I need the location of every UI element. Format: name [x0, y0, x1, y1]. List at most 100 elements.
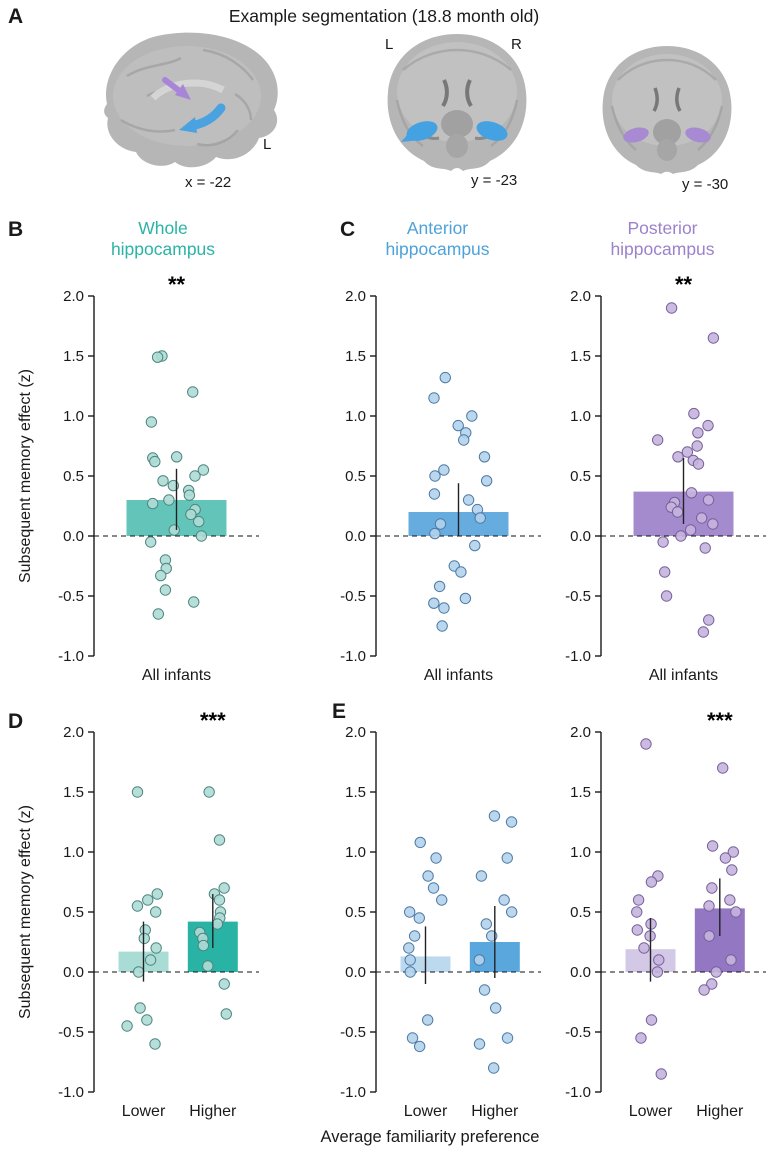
chart-svg-posterior-by-preference: 2.0 1.5 1.0 0.5 0.0 -0.5 -1.0 Lower *** Higher — [565, 708, 766, 1120]
svg-text:2.0: 2.0 — [63, 724, 84, 741]
svg-text:***: *** — [707, 708, 733, 733]
chart-svg-anterior-by-preference: 2.0 1.5 1.0 0.5 0.0 -0.5 -1.0 Lower Higher — [340, 724, 541, 1120]
gyri-texture — [395, 48, 519, 148]
x-axis-label: Average familiarity preference — [320, 1128, 540, 1146]
chart-svg-posterior-all-infants: 2.0 1.5 1.0 0.5 0.0 -0.5 -1.0 ** All infants — [565, 272, 766, 684]
hemisphere-label-l: L — [263, 136, 272, 153]
svg-text:Lower: Lower — [122, 1103, 166, 1120]
svg-text:-1.0: -1.0 — [565, 1084, 591, 1101]
svg-text:-1.0: -1.0 — [58, 1084, 84, 1101]
svg-text:1.5: 1.5 — [63, 348, 84, 365]
svg-text:0.0: 0.0 — [570, 964, 591, 981]
svg-text:0.5: 0.5 — [345, 468, 366, 485]
svg-text:1.5: 1.5 — [570, 784, 591, 801]
svg-text:-0.5: -0.5 — [58, 1024, 84, 1041]
posterior-hippocampus-left-highlight — [623, 127, 649, 143]
chart-title-whole-hippocampus: Whole hippocampus — [110, 218, 216, 260]
svg-text:1.5: 1.5 — [345, 348, 366, 365]
svg-text:All infants: All infants — [649, 667, 718, 684]
svg-text:2.0: 2.0 — [63, 288, 84, 305]
coronal-posterior-brain-svg — [602, 46, 732, 174]
svg-text:-0.5: -0.5 — [340, 588, 366, 605]
white-matter — [612, 54, 722, 146]
gyri-texture — [610, 58, 724, 151]
coronal-anterior-brain-svg — [387, 34, 527, 171]
anterior-hippocampus-right-highlight — [476, 121, 508, 141]
chart-svg-anterior-all-infants: 2.0 1.5 1.0 0.5 0.0 -0.5 -1.0 All infants — [340, 288, 541, 684]
coronal-anterior-brain-image: L R y = -23 — [375, 28, 545, 200]
svg-text:0.0: 0.0 — [63, 964, 84, 981]
sagittal-brain-image: L x = -22 — [85, 24, 290, 202]
slice-coordinate-y2: y = -30 — [682, 176, 729, 193]
svg-text:1.0: 1.0 — [570, 844, 591, 861]
chart-svg-whole-by-preference: 2.0 1.5 1.0 0.5 0.0 -0.5 -1.0 Lower *** Higher — [58, 708, 259, 1120]
svg-text:0.0: 0.0 — [570, 528, 591, 545]
svg-text:-0.5: -0.5 — [565, 588, 591, 605]
svg-text:2.0: 2.0 — [345, 288, 366, 305]
svg-text:-0.5: -0.5 — [340, 1024, 366, 1041]
sagittal-brain-svg — [104, 32, 278, 168]
svg-text:**: ** — [168, 272, 186, 297]
y-axis-label-bottom: Subsequent memory effect (z) — [17, 804, 34, 1020]
svg-text:Lower: Lower — [629, 1103, 673, 1120]
svg-text:0.0: 0.0 — [345, 964, 366, 981]
svg-text:2.0: 2.0 — [345, 724, 366, 741]
svg-text:-0.5: -0.5 — [58, 588, 84, 605]
svg-text:1.0: 1.0 — [570, 408, 591, 425]
svg-text:1.0: 1.0 — [345, 844, 366, 861]
orientation-label-l: L — [385, 36, 394, 53]
svg-text:0.5: 0.5 — [570, 904, 591, 921]
chart-canvas-posterior: 2.0 1.5 1.0 0.5 0.0 -0.5 -1.0 ** All infants — [555, 270, 768, 699]
chart-canvas-anterior: 2.0 1.5 1.0 0.5 0.0 -0.5 -1.0 All infants — [330, 270, 545, 699]
ventricles — [441, 79, 473, 108]
svg-text:-1.0: -1.0 — [58, 648, 84, 665]
chart-canvas-whole-pref: 2.0 1.5 1.0 0.5 0.0 -0.5 -1.0 Lower *** Higher — [48, 706, 278, 1135]
svg-text:All infants: All infants — [424, 667, 493, 684]
svg-text:1.0: 1.0 — [63, 408, 84, 425]
chart-whole-hippocampus: Whole hippocampus 2.0 1.5 1.0 0.5 0.0 -0.5 -1.… — [48, 218, 278, 699]
svg-text:1.0: 1.0 — [63, 844, 84, 861]
panel-label-d: D — [8, 710, 24, 733]
svg-text:2.0: 2.0 — [570, 724, 591, 741]
panel-label-a: A — [8, 5, 24, 28]
svg-text:2.0: 2.0 — [570, 288, 591, 305]
chart-canvas-posterior-pref: 2.0 1.5 1.0 0.5 0.0 -0.5 -1.0 Lower *** Higher — [555, 706, 768, 1135]
corpus-callosum — [150, 79, 225, 101]
svg-text:1.0: 1.0 — [345, 408, 366, 425]
chart-whole-by-preference: 2.0 1.5 1.0 0.5 0.0 -0.5 -1.0 Lower *** Higher — [48, 706, 278, 1135]
svg-text:Higher: Higher — [471, 1103, 519, 1120]
svg-text:-0.5: -0.5 — [565, 1024, 591, 1041]
panel-label-b: B — [8, 218, 24, 241]
anterior-hippocampus-arrowhead — [179, 117, 197, 133]
chart-anterior-by-preference: 2.0 1.5 1.0 0.5 0.0 -0.5 -1.0 Lower Higher — [330, 706, 545, 1135]
brainstem — [446, 134, 468, 158]
slice-coordinate-x: x = -22 — [185, 174, 232, 191]
white-matter — [397, 42, 517, 142]
svg-text:0.0: 0.0 — [345, 528, 366, 545]
svg-text:0.5: 0.5 — [570, 468, 591, 485]
svg-text:1.5: 1.5 — [570, 348, 591, 365]
chart-posterior-by-preference: 2.0 1.5 1.0 0.5 0.0 -0.5 -1.0 Lower *** Higher — [555, 706, 768, 1135]
posterior-hippocampus-arrowhead — [175, 84, 191, 100]
chart-svg-whole-all-infants: 2.0 1.5 1.0 0.5 0.0 -0.5 -1.0 ** All infants — [58, 272, 259, 684]
thalamus — [441, 110, 473, 138]
svg-text:Higher: Higher — [189, 1103, 237, 1120]
svg-text:Lower: Lower — [404, 1103, 448, 1120]
panel-label-e: E — [332, 700, 347, 723]
brainstem — [657, 139, 677, 161]
y-axis-label-top: Subsequent memory effect (z) — [17, 368, 34, 584]
figure-title: Example segmentation (18.8 month old) — [228, 6, 540, 26]
chart-title-posterior-hippocampus: Posterior hippocampus — [610, 218, 715, 260]
posterior-hippocampus-right-highlight — [685, 127, 711, 143]
svg-text:0.0: 0.0 — [63, 528, 84, 545]
orientation-label-r: R — [511, 36, 522, 53]
svg-text:0.5: 0.5 — [345, 904, 366, 921]
coronal-posterior-brain-image: y = -30 — [592, 36, 752, 200]
svg-text:-1.0: -1.0 — [565, 648, 591, 665]
svg-text:0.5: 0.5 — [63, 468, 84, 485]
svg-text:1.5: 1.5 — [63, 784, 84, 801]
slice-coordinate-y1: y = -23 — [471, 172, 518, 189]
svg-text:***: *** — [200, 708, 226, 733]
panel-label-c: C — [340, 218, 356, 241]
